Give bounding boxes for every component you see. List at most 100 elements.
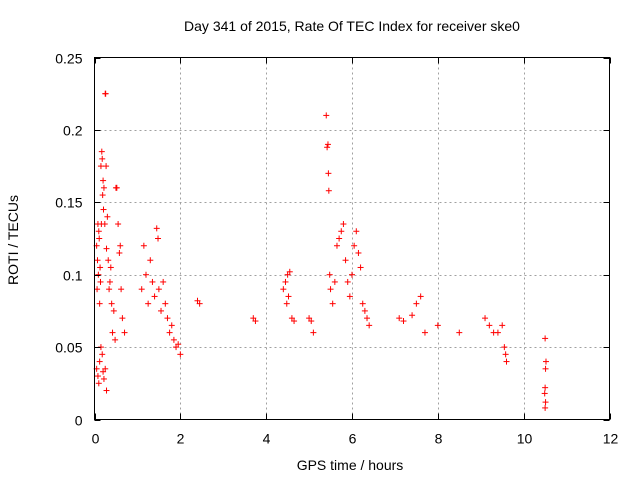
data-point — [143, 271, 149, 278]
data-point — [160, 278, 167, 285]
data-point — [99, 192, 106, 199]
y-axis-label: ROTI / TECUs — [5, 195, 21, 285]
data-point — [104, 213, 111, 220]
data-point — [155, 235, 162, 242]
data-point — [118, 286, 125, 293]
x-tick-label: 4 — [263, 431, 271, 447]
data-point — [400, 318, 407, 325]
data-point — [110, 307, 117, 314]
data-point — [357, 264, 364, 271]
data-point — [286, 268, 293, 275]
data-point — [308, 318, 315, 325]
data-point — [361, 307, 368, 314]
data-point — [349, 271, 355, 278]
data-point — [100, 375, 107, 382]
data-point — [112, 336, 119, 343]
data-point — [96, 300, 103, 307]
data-point — [542, 399, 549, 406]
data-point — [115, 221, 122, 228]
data-point — [162, 300, 169, 307]
data-point — [329, 300, 336, 307]
data-point — [252, 318, 259, 325]
data-point — [359, 300, 366, 307]
data-point — [97, 163, 104, 170]
chart-title: Day 341 of 2015, Rate Of TEC Index for r… — [184, 18, 520, 34]
data-point — [542, 358, 549, 365]
data-point — [310, 329, 317, 336]
data-point — [147, 257, 154, 264]
y-tick-label: 0.25 — [55, 51, 82, 67]
data-point — [117, 242, 124, 249]
data-point — [145, 300, 152, 307]
data-point — [331, 278, 338, 285]
data-point — [409, 312, 416, 319]
data-points — [93, 90, 549, 411]
data-point — [121, 329, 128, 336]
data-point — [151, 293, 158, 300]
data-point — [175, 341, 182, 348]
data-point — [501, 344, 508, 351]
data-point — [109, 329, 116, 336]
data-point — [421, 329, 428, 336]
x-tick-label: 0 — [92, 431, 100, 447]
data-point — [119, 315, 126, 322]
data-point — [342, 257, 349, 264]
data-point — [100, 184, 107, 191]
data-point — [95, 271, 102, 278]
data-point — [107, 264, 114, 271]
data-point — [413, 300, 420, 307]
data-point — [541, 390, 548, 397]
data-point — [158, 307, 165, 314]
data-point — [327, 286, 334, 293]
data-point — [434, 322, 441, 329]
data-point — [291, 318, 298, 325]
data-point — [324, 144, 331, 151]
data-point — [94, 286, 101, 293]
data-point — [486, 322, 493, 329]
data-point — [103, 387, 110, 394]
data-point — [138, 286, 145, 293]
data-point — [283, 300, 290, 307]
data-point — [168, 322, 175, 329]
grid — [94, 57, 610, 420]
data-point — [106, 278, 113, 285]
data-point — [355, 249, 362, 256]
data-point — [94, 373, 101, 380]
data-point — [499, 322, 506, 329]
data-point — [103, 245, 110, 252]
data-point — [166, 329, 173, 336]
data-point — [106, 286, 113, 293]
data-point — [108, 300, 115, 307]
data-point — [324, 141, 331, 148]
data-point — [325, 170, 332, 177]
data-point — [101, 221, 108, 228]
data-point — [351, 242, 358, 249]
data-point — [96, 235, 103, 242]
data-point — [96, 358, 103, 365]
data-point — [113, 184, 120, 191]
data-point — [153, 225, 160, 232]
y-tick-label: 0 — [75, 413, 83, 429]
data-point — [95, 228, 102, 235]
data-point — [353, 228, 360, 235]
data-point — [323, 112, 330, 119]
data-point — [502, 351, 509, 358]
data-point — [542, 365, 549, 372]
data-point — [102, 365, 109, 372]
x-tick-label: 12 — [603, 431, 619, 447]
data-point — [285, 293, 292, 300]
data-point — [103, 163, 110, 170]
data-point — [170, 336, 177, 343]
data-point — [366, 322, 373, 329]
data-point — [542, 384, 549, 391]
data-point — [196, 300, 203, 307]
y-tick-label: 0.1 — [63, 268, 83, 284]
data-point — [542, 335, 549, 342]
x-tick-labels: 0 2 4 6 8 10 12 — [92, 431, 619, 447]
x-tick-label: 6 — [349, 431, 357, 447]
data-point — [346, 293, 353, 300]
data-point — [364, 315, 371, 322]
data-point — [177, 351, 184, 358]
data-point — [340, 221, 347, 228]
